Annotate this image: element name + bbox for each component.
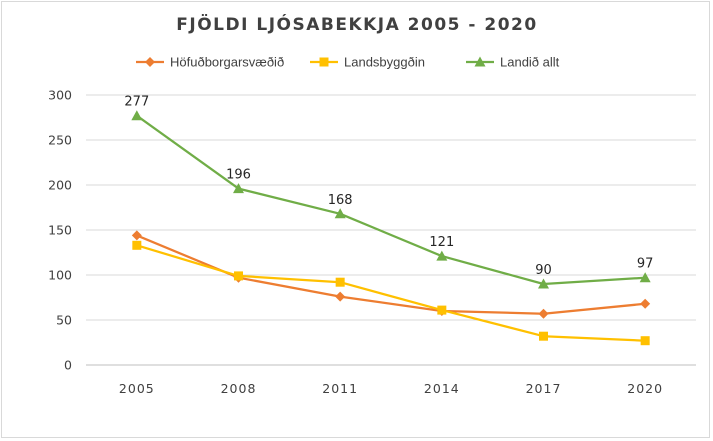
data-label: 97 xyxy=(637,257,654,272)
data-label: 277 xyxy=(124,95,149,110)
data-point xyxy=(234,271,243,281)
x-tick-label: 2008 xyxy=(221,381,257,396)
data-label: 196 xyxy=(226,168,251,183)
data-point xyxy=(132,240,142,250)
data-label: 168 xyxy=(328,193,353,208)
gridlines xyxy=(86,94,696,366)
legend-marker xyxy=(319,57,329,67)
x-tick-label: 2020 xyxy=(627,381,663,396)
x-tick-label: 2005 xyxy=(119,381,155,396)
data-point xyxy=(640,336,650,346)
legend-item-3: Landið allt xyxy=(466,55,560,70)
data-point xyxy=(538,308,549,319)
data-point xyxy=(539,331,548,341)
data-point xyxy=(640,298,651,309)
legend-label: Höfuðborgarsvæðið xyxy=(170,55,284,70)
chart-title: FJÖLDI LJÓSABEKKJA 2005 - 2020 xyxy=(176,13,537,35)
series-3: 277 196 168 121 90 97 xyxy=(124,95,653,289)
y-axis: 0 50 100 150 200 250 300 xyxy=(48,88,72,373)
series-group: 277 196 168 121 90 97 xyxy=(124,95,653,346)
x-tick-label: 2017 xyxy=(526,381,562,396)
data-point xyxy=(437,305,447,315)
data-point xyxy=(639,272,651,283)
data-point xyxy=(131,230,142,241)
legend-label: Landið allt xyxy=(500,55,560,70)
y-tick-label: 100 xyxy=(48,268,72,283)
data-label: 90 xyxy=(535,263,552,278)
data-point xyxy=(335,291,346,302)
series-line xyxy=(136,114,646,286)
y-tick-label: 250 xyxy=(48,133,72,148)
x-tick-label: 2011 xyxy=(322,381,358,396)
data-point xyxy=(131,110,143,121)
x-axis: 2005 2008 2011 2014 2017 2020 xyxy=(119,381,663,396)
legend-item-1: Höfuðborgarsvæðið xyxy=(136,55,284,70)
x-tick-label: 2014 xyxy=(424,381,460,396)
legend-marker xyxy=(474,56,486,67)
y-tick-label: 150 xyxy=(48,223,72,238)
data-label: 121 xyxy=(429,235,454,250)
series-line xyxy=(136,244,646,342)
legend-marker xyxy=(145,57,155,67)
y-tick-label: 300 xyxy=(48,88,72,103)
legend-label: Landsbyggðin xyxy=(344,55,425,70)
y-tick-label: 200 xyxy=(48,178,72,193)
y-tick-label: 50 xyxy=(56,313,72,328)
data-point xyxy=(335,277,345,287)
data-point xyxy=(538,278,549,289)
series-2 xyxy=(132,240,650,346)
data-point xyxy=(233,183,244,194)
legend-item-2: Landsbyggðin xyxy=(310,55,425,70)
data-point xyxy=(436,250,448,261)
legend: Höfuðborgarsvæðið Landsbyggðin Landið allt xyxy=(136,55,560,70)
y-tick-label: 0 xyxy=(64,358,72,373)
data-point xyxy=(334,208,346,219)
